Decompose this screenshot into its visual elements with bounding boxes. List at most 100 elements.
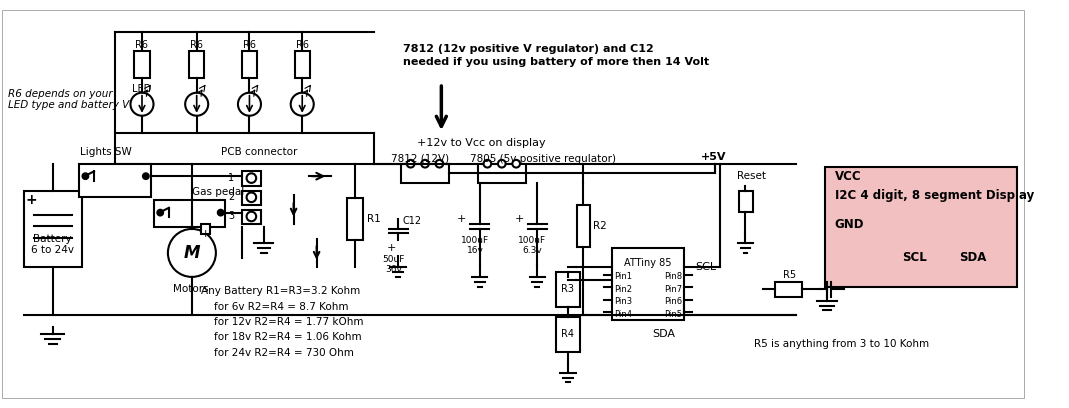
Circle shape xyxy=(435,160,444,168)
Text: R6: R6 xyxy=(190,40,203,50)
Text: VCC: VCC xyxy=(835,170,862,183)
Text: +: + xyxy=(514,214,524,224)
Text: needed if you using battery of more then 14 Volt: needed if you using battery of more then… xyxy=(403,57,709,67)
Circle shape xyxy=(82,173,89,179)
Text: LED: LED xyxy=(133,84,152,94)
Text: 2: 2 xyxy=(228,192,234,202)
Circle shape xyxy=(407,160,415,168)
Text: Gas pedal: Gas pedal xyxy=(192,188,244,197)
Circle shape xyxy=(157,210,164,215)
Text: 36v: 36v xyxy=(385,265,402,274)
Circle shape xyxy=(143,173,149,179)
Text: 1: 1 xyxy=(228,173,234,183)
Text: 7812 (12V): 7812 (12V) xyxy=(391,154,450,164)
Circle shape xyxy=(218,210,223,215)
Bar xyxy=(242,191,261,205)
Text: Reset: Reset xyxy=(737,171,765,181)
Text: 16v: 16v xyxy=(466,246,483,255)
Text: for 6v R2=R4 = 8.7 Kohm: for 6v R2=R4 = 8.7 Kohm xyxy=(201,302,348,312)
Text: SCL: SCL xyxy=(696,262,716,272)
Text: 3: 3 xyxy=(228,211,234,222)
Text: 7812 (12v positive V regulator) and C12: 7812 (12v positive V regulator) and C12 xyxy=(403,44,654,53)
Bar xyxy=(24,191,81,267)
Circle shape xyxy=(130,93,154,116)
Text: Lights SW: Lights SW xyxy=(80,147,131,157)
Circle shape xyxy=(247,193,257,202)
Text: 50uF: 50uF xyxy=(383,255,404,264)
Bar xyxy=(613,248,684,320)
Circle shape xyxy=(421,160,429,168)
Circle shape xyxy=(247,212,257,221)
Text: Pin4: Pin4 xyxy=(614,310,632,319)
Text: ATTiny 85: ATTiny 85 xyxy=(624,257,671,268)
Text: R5 is anything from 3 to 10 Kohm: R5 is anything from 3 to 10 Kohm xyxy=(754,339,929,349)
Text: +12v to Vcc on display: +12v to Vcc on display xyxy=(417,137,546,148)
Text: R2: R2 xyxy=(593,221,607,231)
Text: +: + xyxy=(456,214,466,224)
Bar xyxy=(557,317,579,352)
Bar xyxy=(189,51,204,78)
Circle shape xyxy=(168,229,216,277)
Text: C12: C12 xyxy=(403,216,422,226)
Text: Any Battery R1=R3=3.2 Kohm: Any Battery R1=R3=3.2 Kohm xyxy=(201,286,360,296)
Bar xyxy=(347,198,362,240)
Text: +: + xyxy=(201,229,210,239)
Text: 6.3v: 6.3v xyxy=(523,246,542,255)
Bar xyxy=(135,51,150,78)
Bar xyxy=(478,164,526,183)
Text: R6: R6 xyxy=(243,40,255,50)
Text: +: + xyxy=(387,243,397,253)
Circle shape xyxy=(512,160,520,168)
Bar xyxy=(242,51,258,78)
Circle shape xyxy=(238,93,261,116)
Text: Pin8: Pin8 xyxy=(664,273,682,282)
Text: Pin1: Pin1 xyxy=(614,273,632,282)
Text: for 24v R2=R4 = 730 Ohm: for 24v R2=R4 = 730 Ohm xyxy=(201,348,354,358)
Bar xyxy=(295,51,310,78)
Text: Pin3: Pin3 xyxy=(614,297,632,306)
Bar xyxy=(154,200,226,227)
Text: GND: GND xyxy=(835,217,864,231)
Bar xyxy=(79,164,151,197)
Text: R6: R6 xyxy=(296,40,309,50)
Text: SCL: SCL xyxy=(902,251,927,264)
Circle shape xyxy=(247,173,257,183)
Circle shape xyxy=(498,160,506,168)
Bar xyxy=(242,210,261,224)
Bar xyxy=(201,224,211,234)
Bar xyxy=(576,205,590,247)
Text: Battery: Battery xyxy=(33,233,72,244)
Text: 6 to 24v: 6 to 24v xyxy=(31,245,74,255)
Text: R6 depends on your
LED type and battery V: R6 depends on your LED type and battery … xyxy=(7,89,129,110)
Text: R5: R5 xyxy=(784,270,796,280)
Bar xyxy=(242,171,261,186)
Text: R4: R4 xyxy=(561,330,574,339)
Bar xyxy=(775,282,802,297)
Text: SDA: SDA xyxy=(960,251,987,264)
Text: SDA: SDA xyxy=(652,330,676,339)
Text: I2C 4 digit, 8 segment Display: I2C 4 digit, 8 segment Display xyxy=(835,189,1034,202)
Text: 7805 (5v positive regulator): 7805 (5v positive regulator) xyxy=(470,154,616,164)
Text: Pin2: Pin2 xyxy=(614,285,632,294)
Text: +5V: +5V xyxy=(700,152,726,162)
Circle shape xyxy=(483,160,492,168)
Circle shape xyxy=(185,93,208,116)
Bar xyxy=(739,191,754,212)
Text: 100uF: 100uF xyxy=(461,236,489,245)
Bar xyxy=(615,259,626,269)
Bar xyxy=(557,272,579,307)
Text: for 12v R2=R4 = 1.77 kOhm: for 12v R2=R4 = 1.77 kOhm xyxy=(201,317,363,327)
Text: Pin5: Pin5 xyxy=(664,310,682,319)
Text: 100uF: 100uF xyxy=(518,236,546,245)
Text: for 18v R2=R4 = 1.06 Kohm: for 18v R2=R4 = 1.06 Kohm xyxy=(201,333,362,342)
Text: +: + xyxy=(26,193,37,207)
Text: R1: R1 xyxy=(367,214,381,224)
Bar xyxy=(825,166,1017,286)
Text: M: M xyxy=(184,244,200,262)
Text: Pin6: Pin6 xyxy=(664,297,682,306)
Bar xyxy=(401,164,449,183)
Text: Motors: Motors xyxy=(173,284,208,295)
Circle shape xyxy=(291,93,313,116)
Text: Pin7: Pin7 xyxy=(664,285,682,294)
Text: R3: R3 xyxy=(561,284,574,295)
